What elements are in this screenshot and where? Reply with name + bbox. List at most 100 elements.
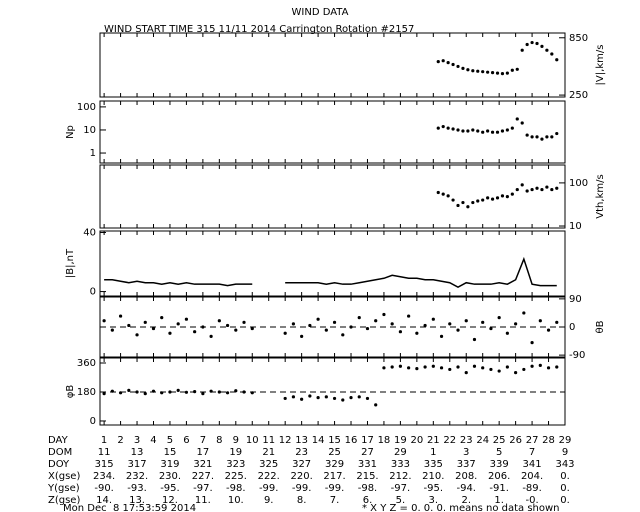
data-point [436,60,440,64]
data-point [127,323,131,328]
data-point [407,366,411,370]
table-cell: 5 [496,447,502,458]
data-point [193,330,197,334]
data-point [374,403,378,407]
data-point [538,363,542,368]
data-point [481,320,485,324]
y-tick-label: 0 [90,416,96,427]
data-point [550,135,554,139]
data-point [456,365,460,369]
data-point [431,364,435,368]
table-cell: -93. [127,483,147,494]
data-point [234,389,238,393]
data-point [349,325,353,329]
panel-frame [99,32,566,98]
data-point [495,71,500,75]
data-point [217,319,221,323]
day-label: 28 [542,435,555,446]
data-point [476,129,480,133]
table-cell: 11 [98,447,111,458]
data-point [486,196,490,200]
data-point [520,121,524,125]
table-cell: -98. [358,483,378,494]
data-point [461,200,465,205]
data-point [217,390,221,394]
data-point [448,367,452,372]
data-point [441,124,445,129]
day-label: 27 [526,435,539,446]
table-cell: 337 [457,459,476,470]
data-point [225,391,230,395]
data-point [515,67,519,71]
day-label: 16 [345,435,358,446]
table-cell: 323 [226,459,245,470]
data-point [201,391,205,396]
table-cell: 329 [325,459,344,470]
data-point [520,48,524,52]
day-label: 19 [394,435,407,446]
table-cell: 7. [330,495,340,506]
data-point [486,129,490,133]
day-label: 23 [460,435,473,446]
data-point [472,337,477,342]
data-point [135,333,139,337]
table-cell: 10. [228,495,244,506]
data-point [486,70,490,74]
day-label: 4 [150,435,156,446]
data-point [525,42,529,47]
data-point [476,69,480,73]
table-cell: -99. [325,483,345,494]
data-point [555,365,559,369]
data-point [451,62,455,67]
data-point [332,320,337,324]
data-point [472,364,477,368]
data-point [176,322,180,326]
y-tick-label: 100 [569,178,588,189]
data-point [324,328,328,332]
table-cell: -94. [456,483,476,494]
data-point [110,389,114,393]
data-point [324,395,328,399]
row-label: DOM [48,447,72,458]
y-tick-label: 360 [77,358,96,369]
day-label: 29 [559,435,572,446]
data-point [522,367,526,372]
y-axis-label: |V|,km/s [595,45,606,86]
table-cell: -97. [193,483,213,494]
data-point [510,126,514,130]
data-point [349,396,353,400]
table-cell: 220. [291,471,313,482]
data-point [201,325,205,329]
data-point [439,366,444,370]
table-cell: -95. [424,483,444,494]
table-cell: -95. [160,483,180,494]
data-point [102,319,106,323]
table-cell: 2. [461,495,471,506]
table-cell: 217. [323,471,345,482]
data-point [250,391,254,395]
data-point [540,44,544,48]
data-point [398,330,402,334]
table-cell: 8. [297,495,307,506]
row-label: Z(gse) [48,495,80,506]
data-point [365,326,370,331]
day-label: 21 [427,435,440,446]
table-cell: -91. [489,483,509,494]
table-cell: 15 [164,447,177,458]
data-point [341,333,345,337]
data-point [118,391,123,395]
data-point [471,200,475,205]
data-point [357,316,361,320]
data-point [407,314,411,318]
day-label: 1 [101,435,107,446]
data-point [505,71,509,75]
data-point [398,364,402,368]
y-tick-label: -90 [569,350,585,361]
table-cell: 206. [488,471,510,482]
data-point [500,194,505,198]
table-cell: 6. [363,495,373,506]
data-point [209,334,213,338]
day-label: 10 [246,435,259,446]
table-cell: 327 [292,459,311,470]
table-cell: -98. [226,483,246,494]
